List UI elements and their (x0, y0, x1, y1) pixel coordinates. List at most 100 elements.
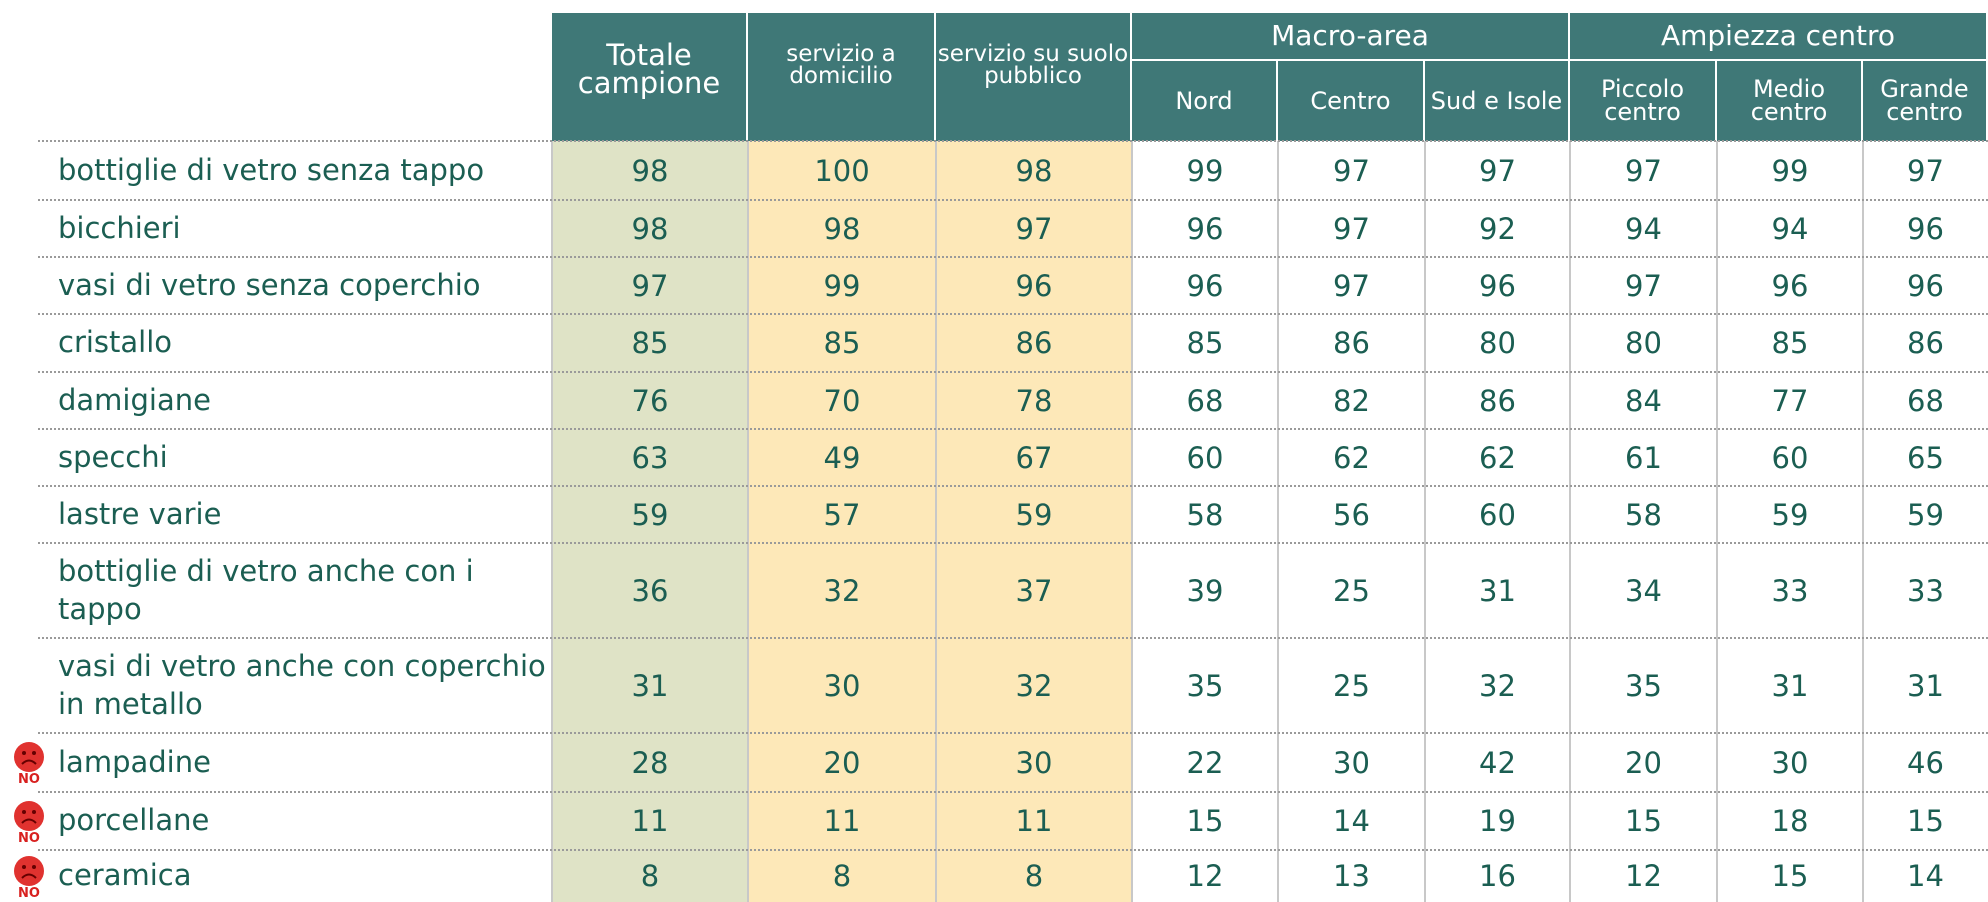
column-divider (747, 141, 749, 902)
cell: 60 (1479, 497, 1516, 532)
cell: 31 (1479, 573, 1516, 608)
col-bg (748, 141, 1132, 902)
cell: 30 (823, 668, 861, 703)
row-divider (38, 637, 1988, 639)
cell: 59 (1771, 497, 1809, 532)
row-label: cristallo (58, 325, 173, 360)
row-label: vasi di vetro anche con coperchio in met… (58, 648, 546, 721)
cell: 80 (1479, 326, 1516, 360)
cell: 99 (1186, 153, 1224, 188)
cell: 16 (1479, 859, 1516, 893)
cell: 99 (1771, 153, 1809, 188)
row-label: specchi (58, 439, 168, 474)
cell: 65 (1907, 440, 1944, 475)
cell: 19 (1479, 804, 1516, 838)
cell: 18 (1771, 804, 1809, 838)
cell: 76 (631, 383, 669, 418)
column-header: Grande centro (1863, 61, 1988, 141)
cell: 58 (1186, 497, 1224, 532)
cell: 8 (1024, 859, 1044, 893)
row-label: bicchieri (58, 210, 181, 245)
column-divider (1716, 141, 1718, 902)
sad-face (14, 742, 44, 772)
row-label: damigiane (58, 382, 211, 417)
cell: 94 (1625, 211, 1662, 246)
row-label: ceramica (58, 858, 192, 893)
cell: 96 (1186, 211, 1224, 246)
cell: 30 (1771, 745, 1809, 780)
no-label: NO (18, 772, 40, 787)
cell: 85 (1186, 326, 1224, 360)
group-header: Ampiezza centro (1570, 13, 1988, 61)
no-label: NO (18, 830, 40, 846)
cell: 15 (1771, 859, 1809, 893)
cell: 56 (1333, 497, 1370, 532)
cell: 32 (1015, 668, 1053, 703)
cell: 67 (1015, 440, 1053, 475)
cell: 35 (1625, 668, 1662, 703)
cell: 84 (1625, 383, 1662, 418)
cell: 68 (1907, 383, 1944, 418)
cell: 58 (1625, 497, 1662, 532)
column-divider (1569, 141, 1571, 902)
cell: 25 (1333, 668, 1370, 703)
cell: 96 (1907, 211, 1944, 246)
cell: 30 (1333, 745, 1370, 780)
column-divider (1424, 141, 1426, 902)
cell: 35 (1186, 668, 1224, 703)
cell: 15 (1625, 804, 1662, 838)
cell: 63 (631, 440, 669, 475)
cell: 25 (1333, 573, 1370, 608)
cell: 86 (1907, 326, 1944, 360)
cell: 78 (1015, 383, 1053, 418)
cell: 86 (1479, 383, 1516, 418)
row-label: porcellane (58, 803, 210, 838)
row-divider (38, 428, 1988, 430)
cell: 98 (631, 153, 669, 188)
no-label: NO (18, 885, 40, 901)
row-divider (38, 256, 1988, 258)
row-label: bottiglie di vetro senza tappo (58, 152, 485, 187)
cell: 13 (1333, 859, 1370, 893)
cell: 36 (631, 573, 669, 608)
cell: 68 (1186, 383, 1224, 418)
row-divider (38, 485, 1988, 487)
cell: 14 (1333, 804, 1370, 838)
cell: 77 (1771, 383, 1809, 418)
column-header: Sud e Isole (1425, 61, 1570, 141)
cell: 86 (1015, 326, 1053, 360)
cell: 82 (1333, 383, 1370, 418)
cell: 14 (1907, 859, 1944, 893)
cell: 80 (1625, 326, 1662, 360)
cell: 97 (1333, 268, 1370, 303)
cell: 100 (814, 153, 870, 188)
row-divider (38, 140, 1988, 142)
cell: 62 (1479, 440, 1516, 475)
cell: 97 (1015, 211, 1053, 246)
col-bg (552, 141, 748, 902)
cell: 33 (1907, 573, 1944, 608)
cell: 86 (1333, 326, 1370, 360)
cell: 20 (823, 745, 861, 780)
sad-face (14, 800, 44, 831)
cell: 97 (1907, 153, 1944, 188)
cell: 97 (1625, 153, 1662, 188)
cell: 96 (1907, 268, 1944, 303)
no-icon: NO (8, 737, 50, 790)
cell: 31 (1907, 668, 1944, 703)
cell: 59 (1015, 497, 1053, 532)
cell: 46 (1907, 745, 1944, 780)
row-divider (38, 732, 1988, 734)
row-divider (38, 371, 1988, 373)
sad-face (14, 855, 44, 886)
cell: 98 (631, 211, 669, 246)
cell: 34 (1625, 573, 1662, 608)
cell: 85 (823, 326, 861, 360)
row-label: bottiglie di vetro anche con i tappo (58, 553, 474, 626)
column-divider (1277, 141, 1279, 902)
cell: 96 (1479, 268, 1516, 303)
cell: 32 (823, 573, 861, 608)
column-header: Medio centro (1717, 61, 1863, 141)
cell: 33 (1771, 573, 1809, 608)
